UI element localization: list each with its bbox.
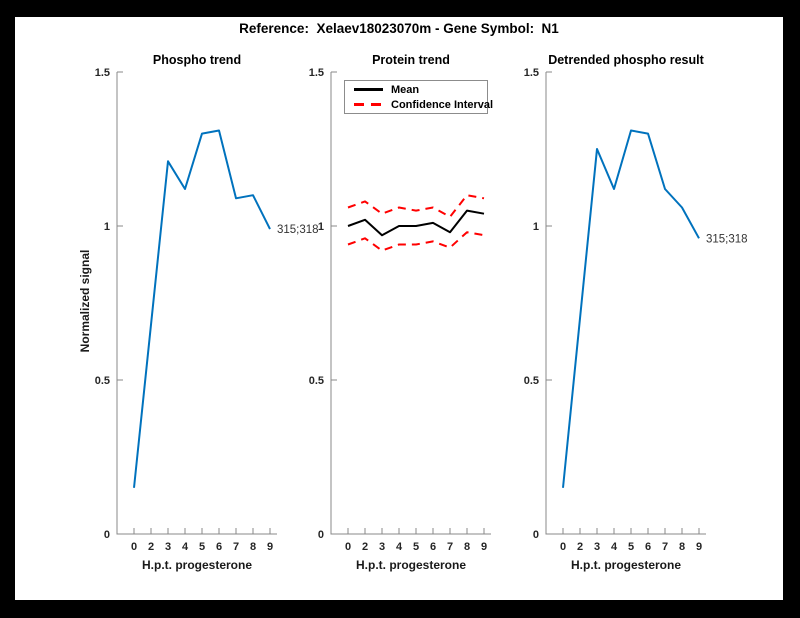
y-tick-label: 0	[533, 529, 539, 541]
x-tick-label: 2	[362, 541, 368, 553]
x-tick-label: 9	[696, 541, 702, 553]
x-tick-label: 6	[645, 541, 651, 553]
x-tick-label: 4	[182, 541, 189, 553]
x-tick-label: 8	[250, 541, 256, 553]
x-tick-label: 3	[594, 541, 600, 553]
subplot-title-detrended-result: Detrended phospho result	[548, 53, 704, 67]
legend-entry-confidence-interval: Confidence Interval	[345, 97, 493, 112]
x-tick-label: 9	[481, 541, 487, 553]
y-tick-label: 1	[318, 221, 324, 233]
x-axis-label-1: H.p.t. progesterone	[141, 558, 252, 572]
axis-spines	[116, 72, 277, 535]
x-tick-label: 0	[131, 541, 137, 553]
y-tick-label: 0	[104, 529, 110, 541]
x-tick-label: 7	[662, 541, 668, 553]
x-tick-label: 5	[413, 541, 419, 553]
subplot-title-protein-trend: Protein trend	[372, 53, 450, 67]
figure-canvas: Reference: Xelaev18023070m - Gene Symbol…	[15, 17, 783, 600]
y-tick-label: 1.5	[524, 67, 539, 79]
x-tick-label: 5	[199, 541, 205, 553]
x-tick-label: 9	[267, 541, 273, 553]
x-tick-label: 8	[464, 541, 470, 553]
x-tick-label: 4	[611, 541, 618, 553]
axis-spines	[330, 72, 491, 535]
x-tick-label: 6	[216, 541, 222, 553]
x-tick-label: 2	[577, 541, 583, 553]
confidence-interval-upper-line	[347, 194, 485, 218]
y-tick-label: 1	[104, 221, 110, 233]
mean-line	[347, 209, 485, 237]
detrended-phospho-signal-line	[562, 129, 700, 488]
x-tick-label: 0	[560, 541, 566, 553]
ci-line-sample-icon	[354, 103, 383, 106]
x-tick-label: 4	[396, 541, 403, 553]
legend-box: Mean Confidence Interval	[344, 80, 493, 114]
x-tick-label: 7	[447, 541, 453, 553]
y-tick-label: 0.5	[524, 375, 539, 387]
legend-label-confidence-interval: Confidence Interval	[391, 98, 494, 111]
x-tick-label: 5	[628, 541, 634, 553]
x-tick-label: 2	[148, 541, 154, 553]
legend-label-mean: Mean	[391, 83, 420, 96]
mean-line-sample-icon	[354, 88, 383, 91]
y-tick-label: 0.5	[309, 375, 324, 387]
figure-title: Reference: Xelaev18023070m - Gene Symbol…	[239, 21, 559, 36]
phospho-signal-line	[133, 129, 271, 488]
x-tick-label: 8	[679, 541, 685, 553]
y-tick-label: 0	[318, 529, 324, 541]
x-tick-label: 0	[345, 541, 351, 553]
y-tick-label: 0.5	[95, 375, 110, 387]
legend-entry-mean: Mean	[345, 82, 487, 97]
x-tick-label: 3	[379, 541, 385, 553]
protein-trend-plot: 00.511.50 2 3 4 5 6 7 8 9	[309, 67, 491, 553]
y-tick-label: 1	[533, 221, 539, 233]
x-tick-label: 6	[430, 541, 436, 553]
x-tick-label: 3	[165, 541, 171, 553]
x-axis-label-3: H.p.t. progesterone	[570, 558, 681, 572]
endpoint-annotation: 315;318	[706, 233, 748, 245]
x-axis-label-2: H.p.t. progesterone	[355, 558, 466, 572]
endpoint-annotation: 315;318	[277, 224, 319, 236]
subplot-title-phospho-trend: Phospho trend	[152, 53, 242, 67]
y-tick-label: 1.5	[309, 67, 324, 79]
y-tick-label: 1.5	[95, 67, 110, 79]
axis-spines	[545, 72, 706, 535]
confidence-interval-lower-line	[347, 231, 485, 252]
x-tick-label: 7	[233, 541, 239, 553]
